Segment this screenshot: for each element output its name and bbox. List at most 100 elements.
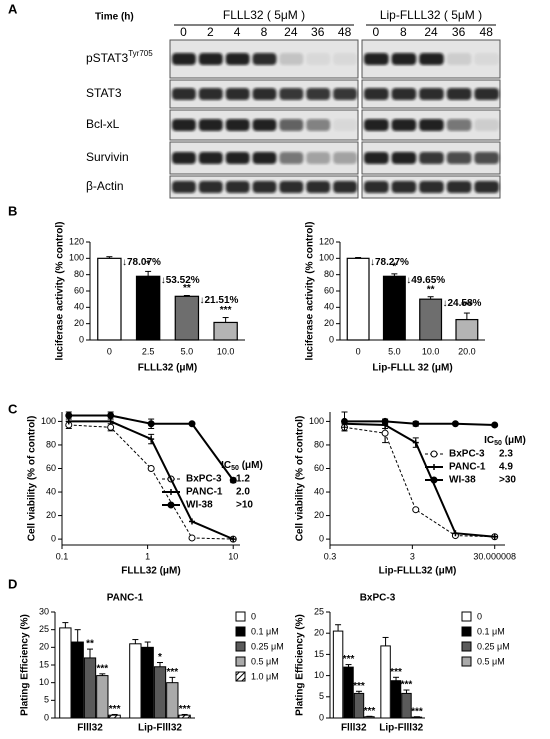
bar [59, 627, 72, 719]
bar [83, 657, 97, 719]
x-tick-label: 5.0 [388, 346, 401, 356]
panel-label: D [8, 576, 17, 591]
blot-band [252, 119, 277, 131]
marker [188, 420, 196, 428]
row-label: STAT3 [86, 86, 122, 100]
significance: *** [353, 681, 365, 692]
time-label: Time (h) [95, 12, 134, 23]
blot-band [333, 53, 357, 65]
legend-title-part: (μM) [239, 460, 263, 471]
bar [346, 257, 370, 341]
marker [168, 489, 174, 495]
blot-band [225, 53, 250, 65]
time-point: 48 [338, 25, 352, 39]
x-tick-label: 0.3 [324, 551, 337, 561]
group-title: FLLL32 ( 5μM ) [223, 8, 305, 22]
marker [188, 534, 196, 542]
y-axis-label: Cell viability (% of control) [27, 416, 38, 542]
blot-band [391, 88, 417, 100]
y-tick-label: 0 [79, 334, 84, 344]
blot-band [198, 119, 223, 131]
blot-band [333, 119, 357, 131]
blot-band [198, 152, 223, 164]
chart-title: PANC-1 [107, 593, 144, 604]
x-tick-label: 0.1 [56, 551, 69, 561]
marker [147, 420, 155, 428]
blot-band [391, 152, 417, 164]
x-tick-label: 10 [228, 551, 238, 561]
marker [452, 530, 459, 537]
marker [341, 417, 349, 425]
bar [71, 641, 84, 719]
y-axis-label: Cell viability (% of control) [295, 416, 306, 542]
y-tick-label: 100 [69, 253, 84, 263]
bar [213, 321, 238, 341]
annotation: ↓24.58% [443, 298, 482, 309]
legend-swatch [235, 671, 246, 682]
blot-band [446, 181, 472, 193]
blot-band [172, 152, 196, 164]
row-label: Survivin [86, 150, 129, 164]
blot-band [333, 152, 357, 164]
blot-band [474, 181, 499, 193]
blot-band [225, 119, 250, 131]
y-tick-label: 100 [41, 416, 56, 426]
bar [96, 675, 109, 719]
bar [153, 666, 167, 719]
row-label-text: Survivin [86, 150, 129, 164]
legend-label: 0.5 μM [477, 656, 505, 666]
legend-title: IC50 (μM) [484, 435, 526, 447]
legend-title-part: IC [221, 460, 231, 471]
y-axis-label: Plating Efficiency (%) [295, 614, 306, 716]
y-tick-label: 5 [319, 691, 324, 701]
marker [491, 533, 498, 540]
significance: *** [343, 654, 355, 665]
bar [419, 298, 443, 341]
y-tick-label: 0 [51, 533, 56, 543]
blot-band [306, 181, 331, 193]
bar [343, 666, 354, 719]
y-tick-label: 20 [39, 642, 49, 652]
row-label: Bcl-xL [86, 117, 120, 131]
significance: * [158, 652, 162, 663]
bar [141, 646, 154, 719]
y-tick-label: 25 [39, 624, 49, 634]
y-tick-label: 60 [324, 285, 334, 295]
row-label: pSTAT3Tyr705 [86, 49, 153, 65]
group-title: Lip-FLLL32 ( 5μM ) [380, 8, 482, 22]
time-point: 4 [234, 25, 241, 39]
legend-label: 0.25 μM [477, 641, 510, 651]
y-tick-label: 20 [314, 510, 324, 520]
y-tick-label: 20 [74, 318, 84, 328]
marker [107, 412, 115, 420]
marker [107, 423, 115, 431]
y-tick-label: 5 [44, 695, 49, 705]
bar [178, 714, 191, 719]
annotation: ↓78.27% [370, 257, 409, 268]
legend-title-part: 50 [494, 440, 502, 447]
significance: *** [390, 667, 402, 678]
marker [167, 501, 175, 509]
legend-ic50: 4.9 [499, 462, 513, 473]
y-tick-label: 10 [39, 677, 49, 687]
blot-band [364, 181, 389, 193]
x-tick-label: Lip-Flll32 [138, 723, 182, 734]
y-axis-label: Plating Efficiency (%) [20, 614, 31, 716]
x-axis-label: FLLL32 (μM) [138, 363, 197, 374]
x-axis-label: Lip-FLLL32 (μM) [379, 566, 457, 577]
legend-swatch [461, 641, 472, 652]
legend-swatch [235, 656, 246, 667]
marker [381, 429, 389, 437]
blot-band [306, 152, 331, 164]
legend-swatch [235, 611, 246, 622]
blot-band [446, 119, 472, 131]
time-point: 24 [284, 25, 298, 39]
blot-band [419, 152, 444, 164]
blot-band [198, 181, 223, 193]
blot-band [391, 119, 417, 131]
time-point: 36 [452, 25, 466, 39]
marker [430, 476, 438, 484]
x-axis-label: Lip-FLLL 32 (μM) [372, 363, 452, 374]
y-tick-label: 60 [314, 463, 324, 473]
chart-title: BxPC-3 [360, 593, 396, 604]
